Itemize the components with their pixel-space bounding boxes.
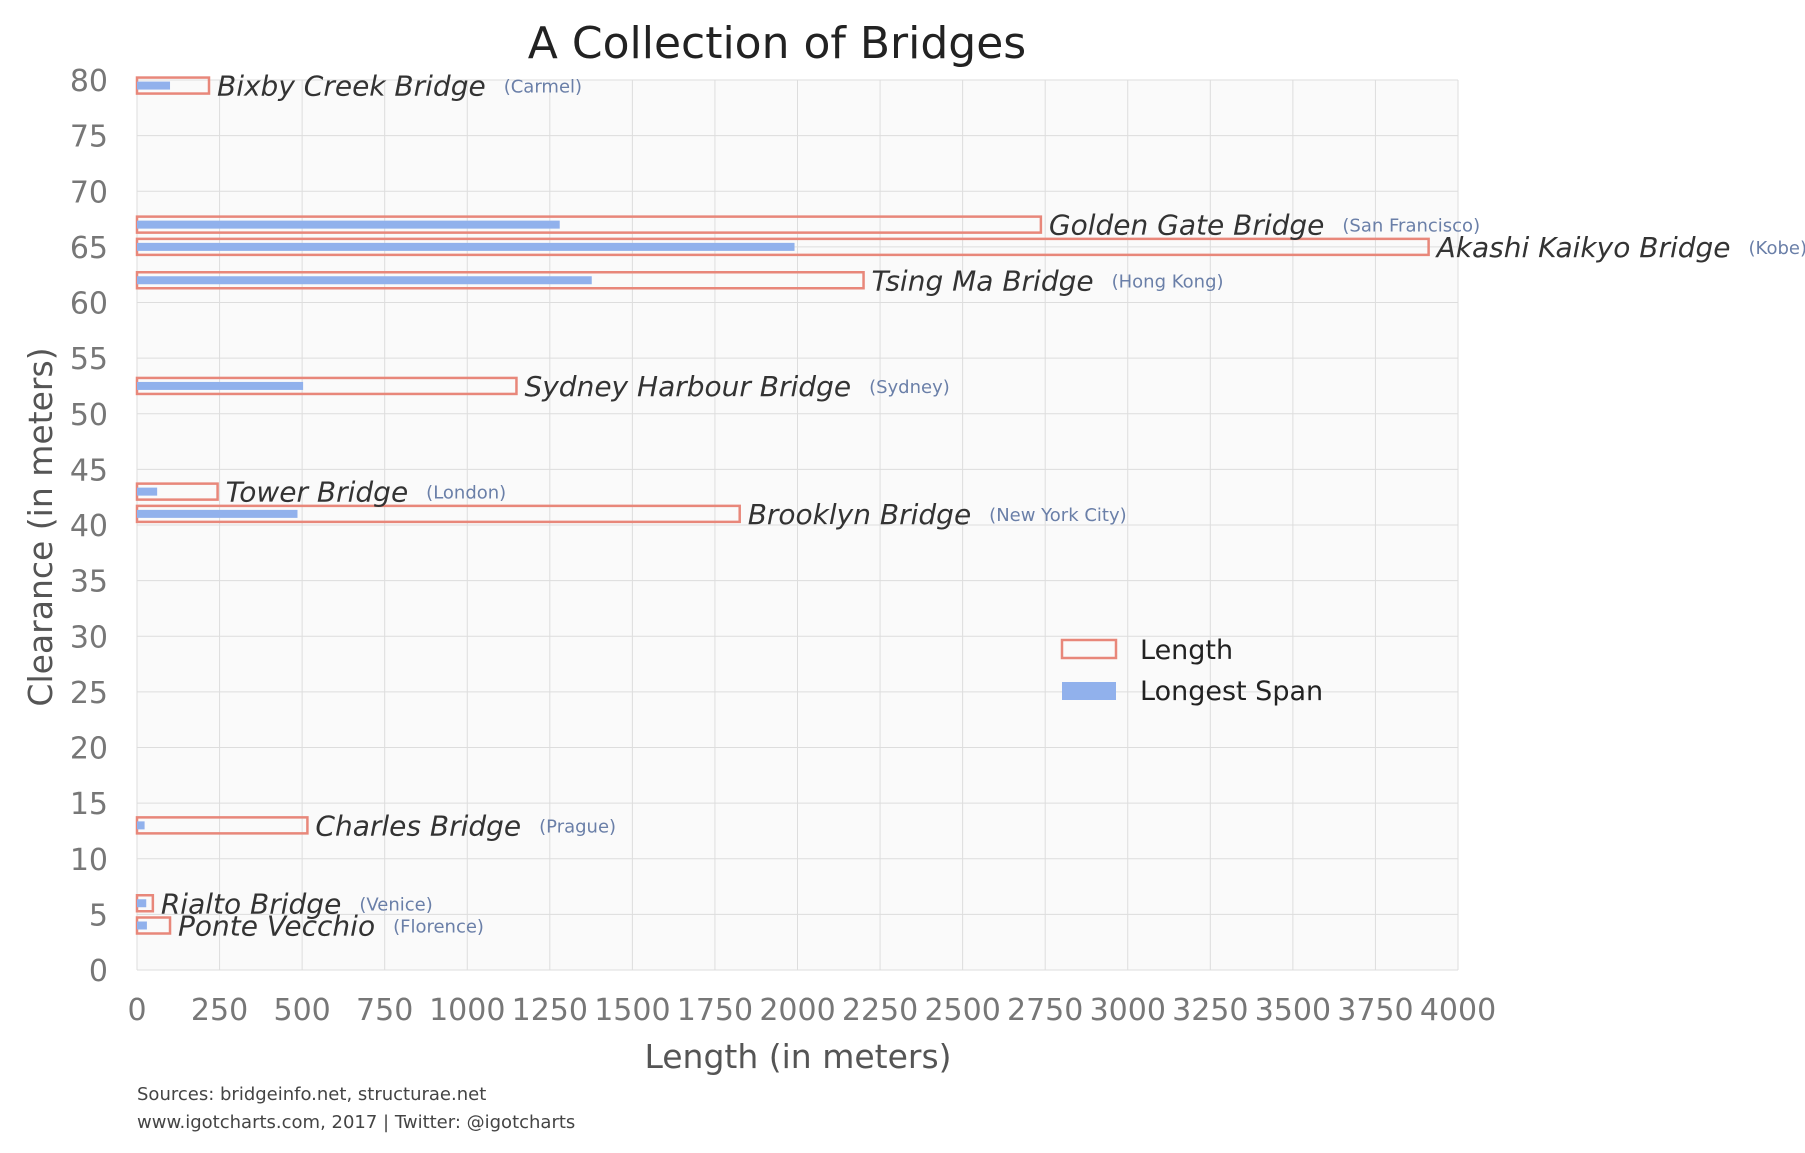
bridge-name-label: Golden Gate Bridge <box>1049 209 1325 242</box>
y-tick-label: 45 <box>70 453 108 488</box>
longest-span-bar <box>137 242 795 251</box>
bridge-name-label: Sydney Harbour Bridge <box>524 370 851 403</box>
y-tick-label: 55 <box>70 342 108 377</box>
y-axis-title: Clearance (in meters) <box>21 347 60 706</box>
y-tick-label: 0 <box>89 954 108 989</box>
legend-length-swatch <box>1060 638 1118 660</box>
longest-span-bar <box>137 899 147 908</box>
longest-span-bar <box>137 220 560 229</box>
bridge-city-label: (San Francisco) <box>1342 216 1480 237</box>
x-tick-label: 3750 <box>1337 993 1413 1028</box>
x-tick-label: 3250 <box>1172 993 1248 1028</box>
bridge-name-label: Charles Bridge <box>315 809 521 842</box>
bridge-city-label: (Kobe) <box>1749 238 1805 259</box>
bridge-city-label: (Venice) <box>359 894 432 915</box>
y-tick-label: 40 <box>70 509 108 544</box>
bridge-name-label: Tower Bridge <box>226 476 409 509</box>
y-tick-label: 50 <box>70 398 108 433</box>
x-axis-title: Length (in meters) <box>644 1037 951 1076</box>
y-tick-label: 65 <box>70 231 108 266</box>
y-tick-label: 75 <box>70 120 108 155</box>
bridge-city-label: (Carmel) <box>504 77 582 98</box>
y-tick-label: 10 <box>70 843 108 878</box>
footer-sources: Sources: bridgeinfo.net, structurae.net <box>137 1084 486 1105</box>
y-tick-label: 80 <box>70 64 108 99</box>
y-tick-label: 15 <box>70 787 108 822</box>
bridge-name-label: Akashi Kaikyo Bridge <box>1435 231 1731 264</box>
x-tick-label: 2250 <box>842 993 918 1028</box>
x-tick-label: 500 <box>273 993 330 1028</box>
longest-span-bar <box>137 487 158 496</box>
x-tick-label: 4000 <box>1420 993 1496 1028</box>
y-tick-label: 5 <box>89 898 108 933</box>
y-tick-label: 35 <box>70 565 108 600</box>
bridge-name-label: Brooklyn Bridge <box>748 498 971 531</box>
x-tick-label: 750 <box>356 993 413 1028</box>
bridge-city-label: (Prague) <box>539 816 616 837</box>
longest-span-bar <box>137 81 171 90</box>
x-tick-label: 3000 <box>1090 993 1166 1028</box>
x-tick-label: 250 <box>191 993 248 1028</box>
longest-span-bar <box>137 276 592 285</box>
bridge-city-label: (London) <box>426 483 506 504</box>
y-tick-label: 20 <box>70 732 108 767</box>
y-tick-labels: 0 5 10 15 20 25 30 35 40 45 50 55 60 65 70 75 80 <box>70 64 108 989</box>
longest-span-bar <box>137 921 147 930</box>
longest-span-bar <box>137 821 145 830</box>
bridge-name-label: Ponte Vecchio <box>178 910 375 943</box>
bridge-name-label: Tsing Ma Bridge <box>872 264 1094 297</box>
bridge-name-label: Bixby Creek Bridge <box>217 70 486 103</box>
bridge-city-label: (New York City) <box>989 505 1126 526</box>
bridge-city-label: (Hong Kong) <box>1112 271 1224 292</box>
legend: Length Longest Span <box>1060 635 1323 707</box>
x-tick-label: 2000 <box>759 993 835 1028</box>
bridge-city-label: (Florence) <box>393 917 484 938</box>
legend-length-label: Length <box>1140 635 1233 666</box>
longest-span-bar <box>137 381 304 390</box>
x-tick-labels: 0 250 500 750 1000 1250 1500 1750 2000 2250 2500 27… <box>127 993 1496 1028</box>
x-tick-label: 3500 <box>1255 993 1331 1028</box>
bridge-city-label: (Sydney) <box>869 377 950 398</box>
legend-span-swatch <box>1062 682 1116 700</box>
x-tick-label: 2500 <box>924 993 1000 1028</box>
footer-credit: www.igotcharts.com, 2017 | Twitter: @igo… <box>137 1112 575 1133</box>
bridge-labels: Bixby Creek Bridge (Carmel) Golden Gate Br… <box>161 70 1805 943</box>
x-tick-label: 1500 <box>594 993 670 1028</box>
longest-span-bar <box>137 509 298 518</box>
x-tick-label: 2750 <box>1007 993 1083 1028</box>
bars-group <box>135 76 1430 935</box>
chart-title: A Collection of Bridges <box>528 18 1026 69</box>
y-tick-label: 30 <box>70 620 108 655</box>
x-tick-label: 1250 <box>512 993 588 1028</box>
y-tick-label: 25 <box>70 676 108 711</box>
bridge-name-label: Rialto Bridge <box>161 887 341 920</box>
legend-span-label: Longest Span <box>1140 676 1323 707</box>
x-tick-label: 0 <box>127 993 146 1028</box>
x-tick-label: 1000 <box>429 993 505 1028</box>
x-tick-label: 1750 <box>677 993 753 1028</box>
y-tick-label: 60 <box>70 287 108 322</box>
y-tick-label: 70 <box>70 175 108 210</box>
